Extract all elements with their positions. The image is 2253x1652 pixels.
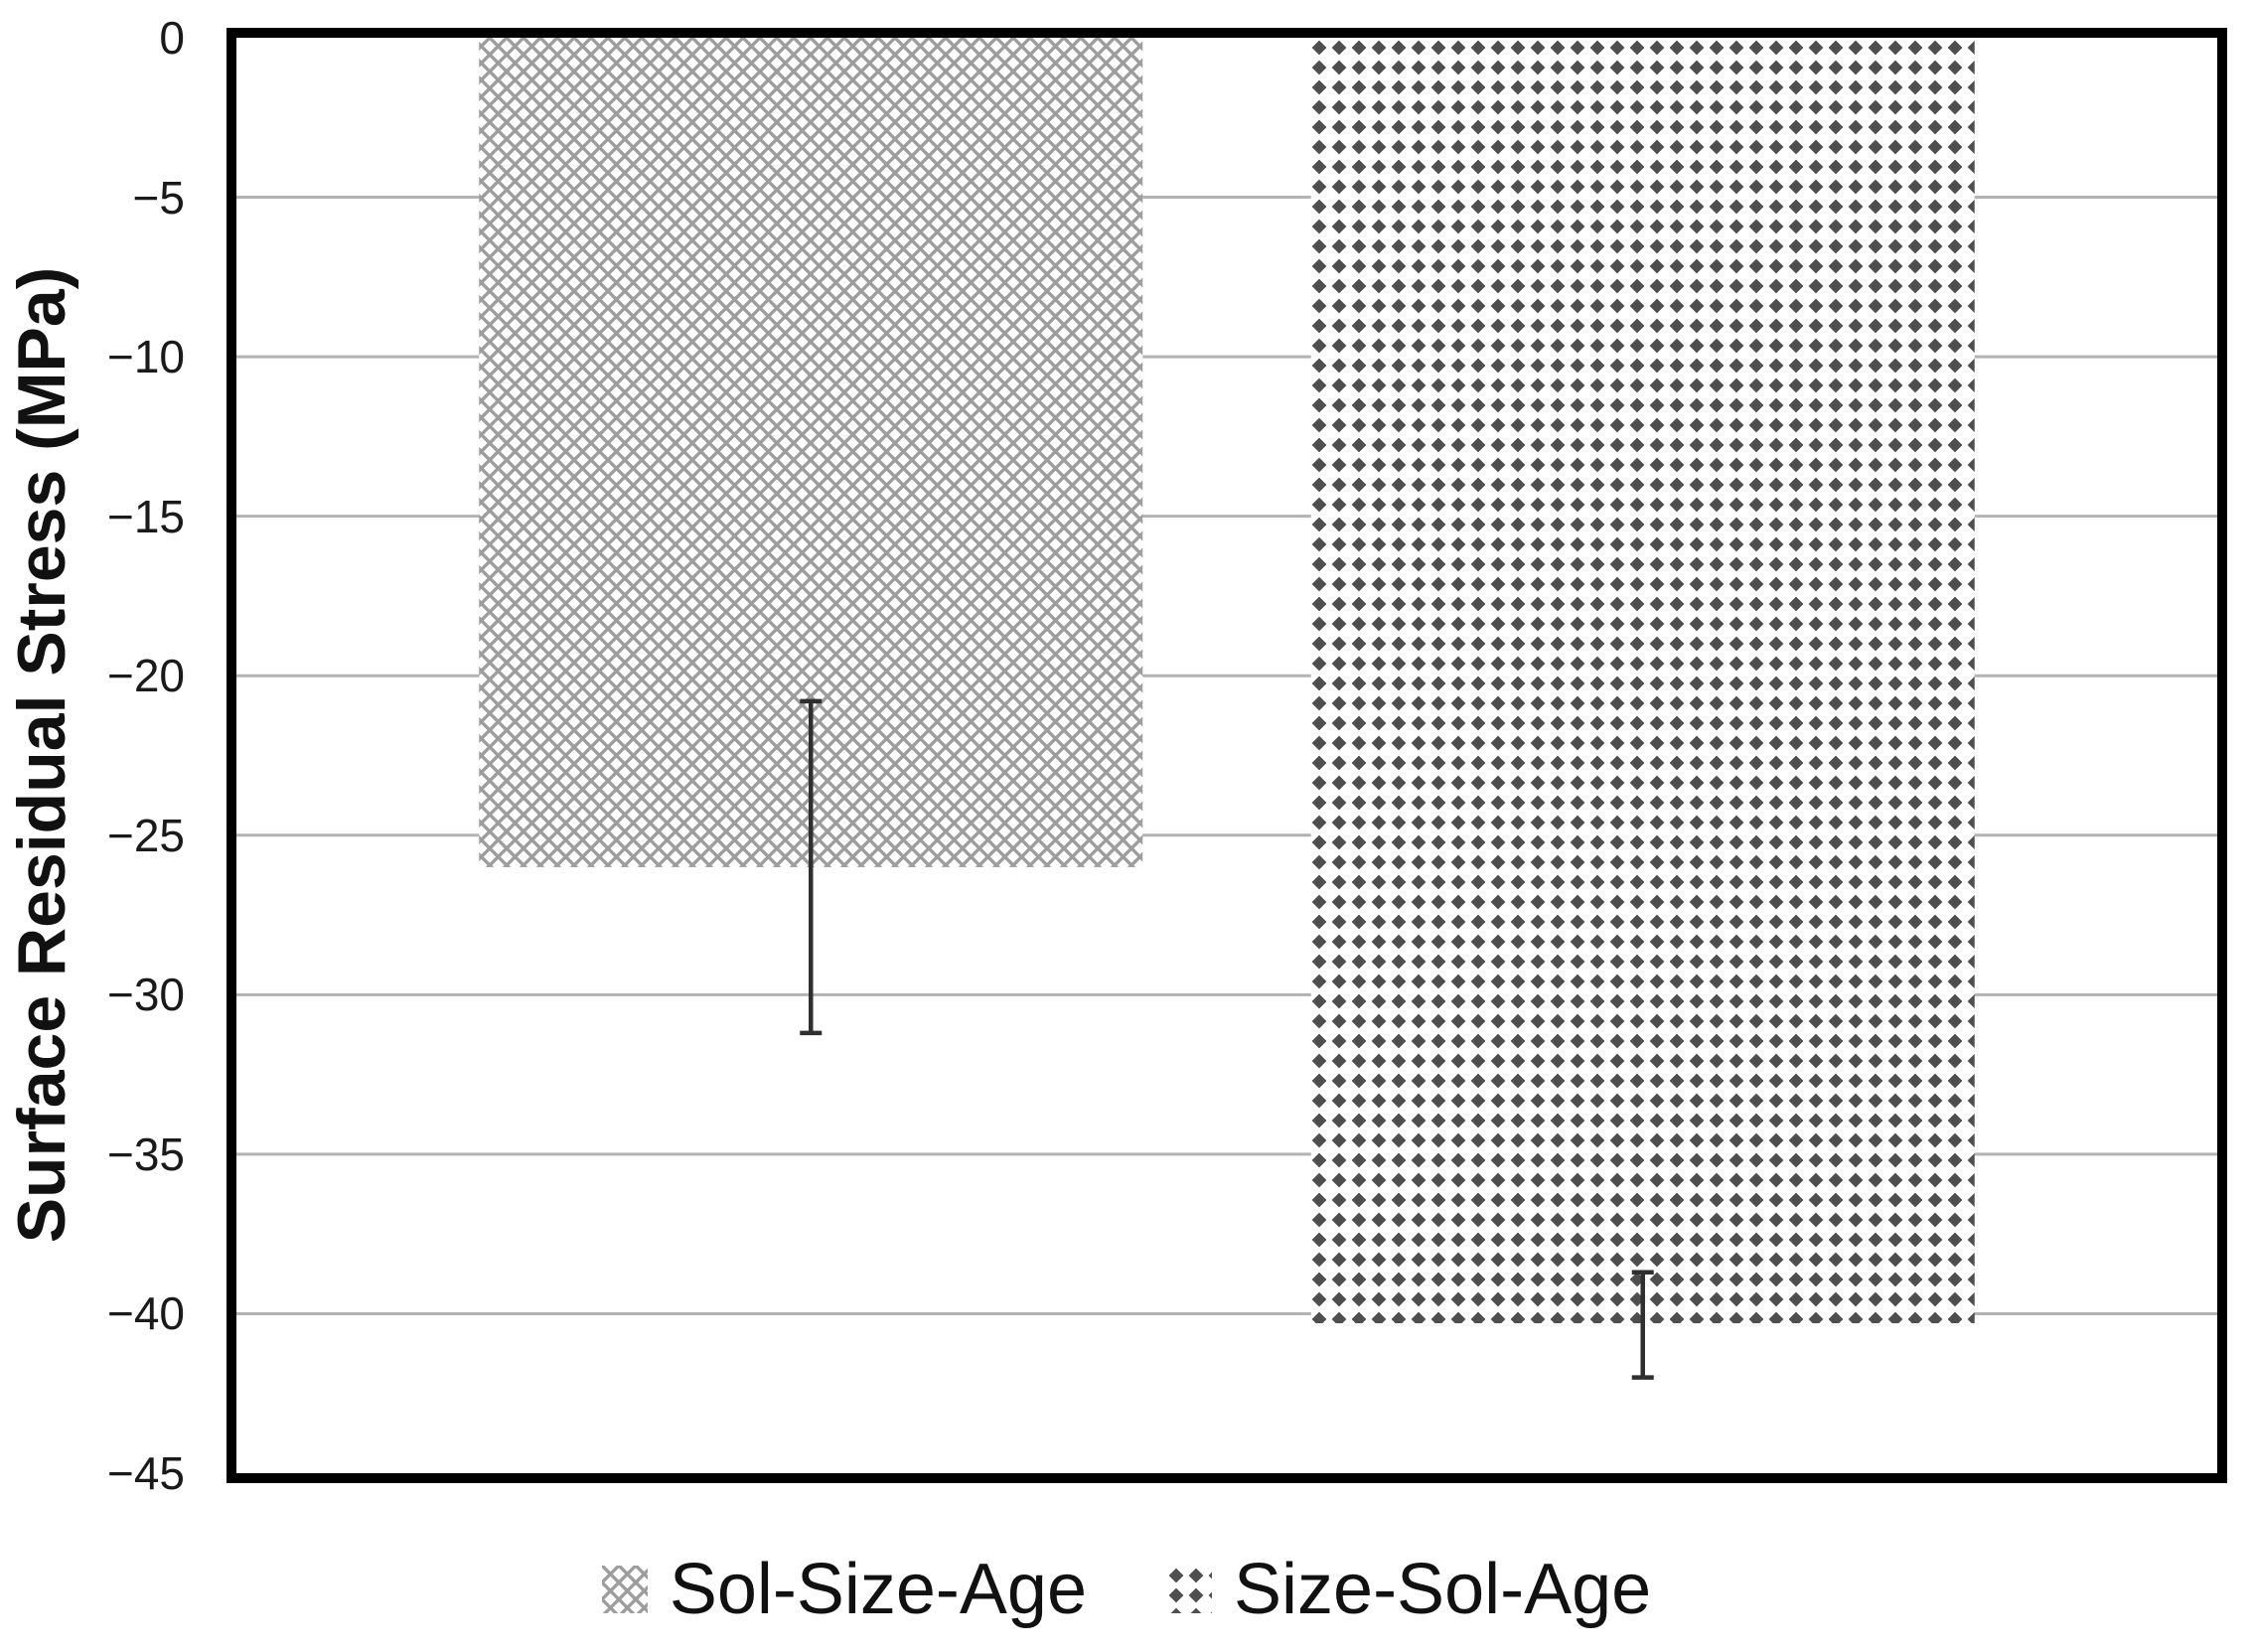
diamond-dots-pattern-swatch-icon	[1166, 1566, 1212, 1613]
y-tick-label: −20	[106, 650, 185, 702]
y-tick-label: −5	[132, 171, 185, 224]
error-bar-size-sol-age	[1631, 1270, 1654, 1380]
legend-label-size-sol-age: Size-Sol-Age	[1234, 1550, 1652, 1629]
y-tick-label: −40	[106, 1287, 185, 1340]
legend-label-sol-size-age: Sol-Size-Age	[669, 1550, 1087, 1629]
legend-item-size-sol-age: Size-Sol-Age	[1166, 1549, 1651, 1630]
y-tick-label: 0	[159, 12, 185, 64]
bar-size-sol-age	[1310, 38, 1975, 1324]
plot-svg	[236, 38, 2217, 1380]
y-tick-label: −35	[106, 1127, 185, 1180]
y-tick-label: −30	[106, 969, 185, 1021]
error-bar-sol-size-age	[800, 698, 823, 1036]
y-tick-label: −10	[106, 331, 185, 383]
crosshatch-pattern-swatch-icon	[601, 1566, 648, 1613]
plot-area	[226, 28, 2227, 1483]
legend-item-sol-size-age: Sol-Size-Age	[601, 1549, 1087, 1630]
y-tick-label: −25	[106, 809, 185, 861]
y-tick-label: −15	[106, 490, 185, 542]
y-axis-tick-labels: 0 −5 −10 −15 −20 −25 −30 −35 −40 −45	[0, 0, 185, 1652]
y-tick-label: −45	[106, 1447, 185, 1499]
legend: Sol-Size-Age Size-Sol-Age	[0, 1546, 2253, 1633]
